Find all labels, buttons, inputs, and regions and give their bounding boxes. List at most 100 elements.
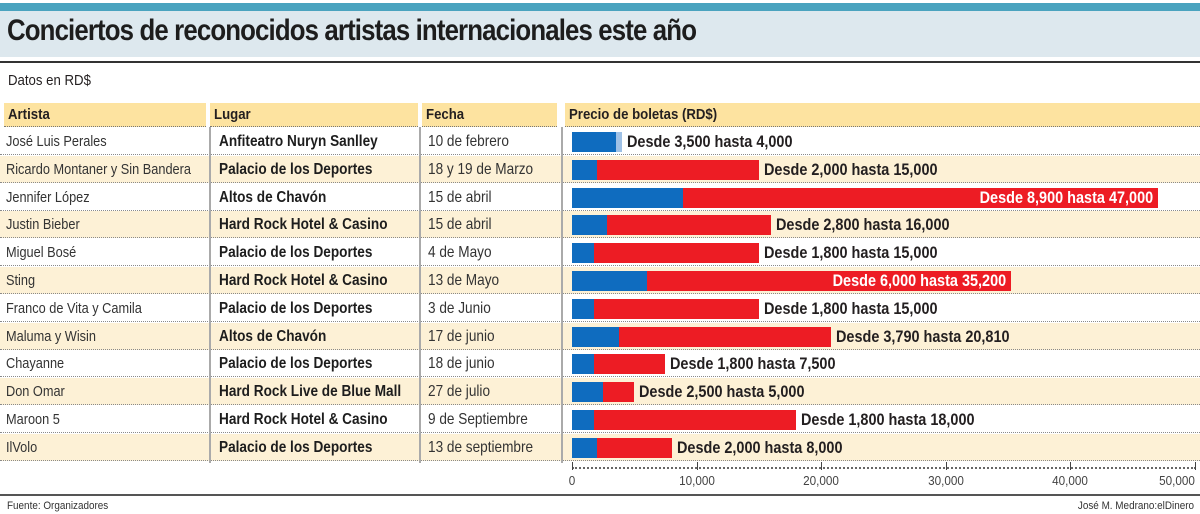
bar-min-price bbox=[572, 298, 595, 319]
bar-min-price bbox=[572, 410, 595, 430]
artist-cell: José Luis Perales bbox=[6, 133, 107, 150]
date-cell: 10 de febrero bbox=[428, 133, 509, 150]
top-banner-stripe bbox=[0, 3, 1200, 11]
venue-cell: Hard Rock Live de Blue Mall bbox=[219, 383, 402, 401]
x-axis-tick-label: 20,000 bbox=[803, 473, 840, 488]
column-header-date: Fecha bbox=[422, 103, 557, 127]
bar-min-price bbox=[572, 187, 683, 208]
bar-data-label: Desde 8,900 hasta 47,000 bbox=[980, 187, 1154, 207]
table-row: Jennifer López Altos de Chavón 15 de abril bbox=[0, 184, 1200, 211]
date-cell: 13 de septiembre bbox=[428, 438, 534, 456]
bar-data-label: Desde 2,500 hasta 5,000 bbox=[639, 382, 805, 402]
bar-data-label: Desde 2,800 hasta 16,000 bbox=[776, 215, 950, 235]
bar-max-price bbox=[572, 326, 832, 347]
date-cell: 18 de junio bbox=[428, 355, 495, 373]
bar-min-price bbox=[572, 437, 597, 458]
bar-min-price bbox=[572, 271, 647, 291]
artist-cell: Sting bbox=[6, 272, 36, 289]
x-axis-tick bbox=[1195, 462, 1196, 470]
bar-max-price bbox=[572, 187, 1158, 208]
x-axis-tick-label: 50,000 bbox=[1159, 473, 1195, 488]
artist-cell: IlVolo bbox=[6, 438, 38, 456]
table-row: Franco de Vita y Camila Palacio de los De… bbox=[0, 295, 1200, 322]
x-axis-tick-label: 40,000 bbox=[1052, 473, 1089, 488]
date-cell: 9 de Septiembre bbox=[428, 411, 528, 428]
bar-max-price bbox=[572, 159, 759, 180]
artist-cell: Don Omar bbox=[6, 383, 65, 401]
bar-max-price bbox=[572, 410, 797, 430]
bar-data-label: Desde 3,500 hasta 4,000 bbox=[626, 132, 793, 151]
venue-cell: Altos de Chavón bbox=[219, 188, 327, 206]
bar-min-price bbox=[572, 326, 620, 347]
date-cell: 15 de abril bbox=[428, 216, 492, 234]
bar-max-price bbox=[572, 354, 666, 375]
bar-min-price bbox=[572, 159, 597, 180]
date-cell: 18 y 19 de Marzo bbox=[428, 160, 534, 178]
date-cell: 3 de Junio bbox=[428, 299, 491, 317]
artist-cell: Maluma y Wisin bbox=[6, 327, 96, 345]
bar-max-price bbox=[572, 271, 1011, 291]
column-header-venue: Lugar bbox=[210, 103, 418, 127]
bar-data-label: Desde 2,000 hasta 8,000 bbox=[676, 437, 843, 457]
venue-cell: Palacio de los Deportes bbox=[219, 160, 373, 178]
source-note: Fuente: Organizadores bbox=[7, 500, 109, 512]
footer-divider bbox=[0, 494, 1200, 496]
x-axis-tick bbox=[572, 462, 573, 470]
title-divider bbox=[0, 61, 1200, 63]
venue-cell: Altos de Chavón bbox=[219, 327, 327, 345]
bar-data-label: Desde 1,800 hasta 15,000 bbox=[763, 243, 938, 263]
venue-cell: Hard Rock Hotel & Casino bbox=[219, 411, 388, 428]
artist-cell: Maroon 5 bbox=[6, 411, 60, 428]
artist-cell: Justin Bieber bbox=[6, 216, 80, 234]
bar-data-label: Desde 1,800 hasta 18,000 bbox=[801, 410, 975, 429]
date-cell: 17 de junio bbox=[428, 327, 495, 345]
venue-cell: Palacio de los Deportes bbox=[219, 438, 373, 456]
bar-min-price bbox=[572, 354, 595, 375]
bar-data-label: Desde 3,790 hasta 20,810 bbox=[836, 326, 1010, 346]
column-divider bbox=[561, 127, 563, 463]
bar-data-label: Desde 1,800 hasta 7,500 bbox=[670, 354, 836, 374]
date-cell: 15 de abril bbox=[428, 188, 492, 206]
bar-min-price bbox=[572, 132, 616, 152]
venue-cell: Hard Rock Hotel & Casino bbox=[219, 272, 388, 289]
venue-cell: Palacio de los Deportes bbox=[219, 299, 373, 317]
table-row: Miguel Bosé Palacio de los Deportes 4 de M… bbox=[0, 239, 1200, 267]
artist-cell: Chayanne bbox=[6, 355, 65, 373]
bar-data-label: Desde 1,800 hasta 15,000 bbox=[763, 298, 938, 318]
column-header-artist: Artista bbox=[4, 103, 206, 127]
date-cell: 4 de Mayo bbox=[428, 244, 492, 262]
bar-max-price bbox=[572, 437, 672, 458]
page-title: Conciertos de reconocidos artistas inter… bbox=[7, 14, 697, 47]
credit-note: José M. Medrano:elDinero bbox=[1077, 500, 1194, 512]
column-divider bbox=[209, 127, 211, 463]
bar-max-price bbox=[572, 298, 759, 319]
x-axis-tick-label: 10,000 bbox=[678, 473, 715, 488]
bar-data-label: Desde 2,000 hasta 15,000 bbox=[763, 159, 938, 179]
venue-cell: Anfiteatro Nuryn Sanlley bbox=[219, 133, 378, 150]
date-cell: 13 de Mayo bbox=[428, 272, 500, 289]
venue-cell: Palacio de los Deportes bbox=[219, 244, 373, 262]
x-axis-tick-label: 0 bbox=[568, 473, 576, 488]
x-axis-tick bbox=[945, 462, 947, 470]
artist-cell: Jennifer López bbox=[6, 188, 90, 206]
table-row: Chayanne Palacio de los Deportes 18 de jun… bbox=[0, 350, 1200, 378]
artist-cell: Franco de Vita y Camila bbox=[6, 299, 142, 317]
bar-min-price bbox=[572, 215, 607, 236]
x-axis-tick bbox=[1070, 462, 1072, 470]
venue-cell: Palacio de los Deportes bbox=[219, 355, 373, 373]
x-axis-tick-label: 30,000 bbox=[927, 473, 964, 488]
column-header-price: Precio de boletas (RD$) bbox=[565, 103, 1200, 127]
bar-min-price bbox=[572, 243, 595, 264]
column-divider bbox=[419, 127, 421, 463]
table-row: José Luis Perales Anfiteatro Nuryn Sanlle… bbox=[0, 128, 1200, 155]
venue-cell: Hard Rock Hotel & Casino bbox=[219, 216, 388, 234]
bar-max-price bbox=[572, 243, 759, 264]
date-cell: 27 de julio bbox=[428, 383, 491, 401]
subtitle: Datos en RD$ bbox=[8, 72, 91, 89]
artist-cell: Miguel Bosé bbox=[6, 244, 77, 262]
x-axis-tick bbox=[696, 462, 698, 470]
bar-max-price bbox=[572, 215, 772, 236]
x-axis-line bbox=[572, 467, 1196, 469]
bar-min-price bbox=[572, 382, 604, 403]
title-box bbox=[0, 11, 1200, 57]
